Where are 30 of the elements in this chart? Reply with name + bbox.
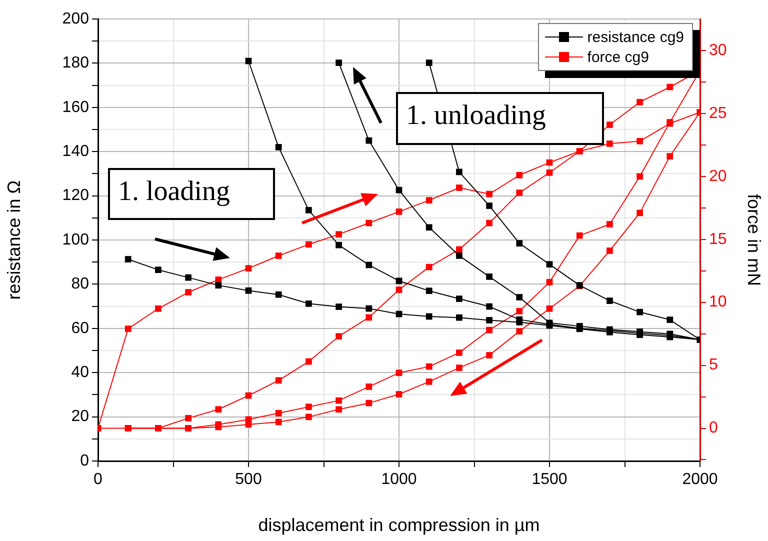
y-axis-title: resistance in Ω [4,180,24,300]
y-tick-label: 100 [62,231,90,248]
y2-tick-label: 25 [709,104,727,122]
legend-label: force cg9 [587,48,649,66]
y-tick-label: 160 [62,98,90,116]
y-tick-label: 60 [71,320,90,337]
y-tick-label: 0 [80,452,90,470]
y-tick-label: 40 [71,364,90,382]
legend-label: resistance cg9 [587,28,684,46]
y2-axis-title: force in mN [744,194,764,286]
x-tick-label: 0 [94,471,103,488]
y-tick-label: 200 [62,10,90,28]
y2-tick-label: 0 [709,420,718,437]
annotation: 1. loading [108,168,275,220]
y-tick-label: 20 [71,408,90,426]
x-tick-label: 1000 [381,471,417,488]
x-tick-label: 2000 [682,471,718,488]
y-tick-label: 140 [62,143,90,160]
x-tick-label: 1500 [532,471,568,488]
y2-tick-label: 30 [709,42,727,59]
y-tick-label: 120 [62,187,90,204]
y2-tick-label: 15 [709,230,727,248]
y2-tick-label: 5 [709,356,718,374]
y2-tick-label: 10 [709,294,727,311]
annotation: 1. unloading [396,92,604,145]
y-tick-label: 180 [62,54,90,72]
x-tick-label: 500 [235,471,262,488]
x-axis-title: displacement in compression in µm [258,515,540,536]
y2-tick-label: 20 [709,168,727,185]
y-tick-label: 80 [71,276,90,293]
